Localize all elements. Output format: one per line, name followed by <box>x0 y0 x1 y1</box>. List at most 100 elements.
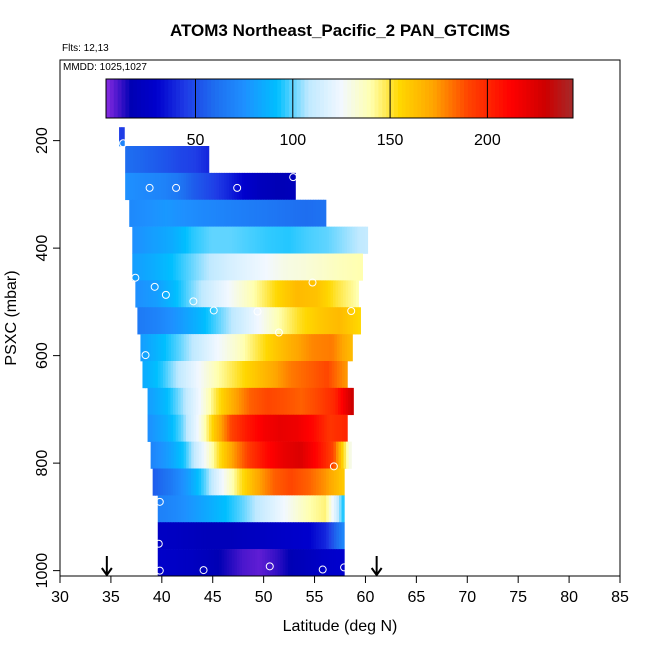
data-point-circle <box>274 328 283 337</box>
colorbar-cell <box>401 79 407 118</box>
heatmap-cell <box>272 253 277 281</box>
data-point-circle <box>141 351 150 360</box>
heatmap-cell <box>341 226 346 254</box>
heatmap-cell <box>247 361 251 389</box>
heatmap-cell <box>336 334 341 362</box>
heatmap-cell <box>316 549 320 577</box>
heatmap-cell <box>234 549 238 577</box>
heatmap-cell <box>150 334 154 362</box>
colorbar-cell <box>168 79 173 118</box>
heatmap-cell <box>269 199 273 227</box>
heatmap-cell <box>221 307 225 335</box>
heatmap-cell <box>313 253 317 281</box>
heatmap-cell <box>318 549 322 577</box>
heatmap-cell <box>163 172 167 201</box>
colorbar-cell <box>530 79 535 118</box>
heatmap-cell <box>278 414 282 442</box>
heatmap-cell <box>167 495 172 523</box>
heatmap-cell <box>328 549 332 577</box>
heatmap-cell <box>142 253 146 281</box>
heatmap-cell <box>232 253 236 281</box>
heatmap-cell <box>216 522 220 550</box>
heatmap-cell <box>211 495 215 523</box>
heatmap-cell <box>343 280 347 308</box>
heatmap-cell <box>157 468 161 496</box>
heatmap-cell <box>175 361 179 389</box>
heatmap-cell <box>229 334 233 362</box>
heatmap-cell <box>153 280 157 308</box>
heatmap-cell <box>160 146 164 174</box>
heatmap-cell <box>119 127 123 141</box>
data-point-circle <box>150 282 159 291</box>
heatmap-cell <box>175 146 179 174</box>
colorbar-cell <box>316 79 321 118</box>
heatmap-cell <box>304 307 308 335</box>
heatmap-cell <box>282 468 286 496</box>
heatmap-cell <box>244 361 248 389</box>
heatmap-cell <box>206 146 210 174</box>
heatmap-cell <box>200 199 204 227</box>
heatmap-cell <box>229 549 233 577</box>
heatmap-cell <box>160 253 164 281</box>
heatmap-cell <box>272 522 276 550</box>
heatmap-cell <box>172 199 176 227</box>
heatmap-cell <box>257 414 261 442</box>
heatmap-cell <box>206 253 210 281</box>
colorbar-cell <box>288 79 294 118</box>
heatmap-cell <box>262 334 267 362</box>
heatmap-cell <box>283 253 287 281</box>
heatmap-cell <box>276 307 280 335</box>
heatmap-cell <box>168 146 172 174</box>
heatmap-cell <box>295 549 299 577</box>
heatmap-cell <box>190 199 194 227</box>
heatmap-cell <box>231 307 235 335</box>
colorbar-cell <box>183 79 189 118</box>
heatmap-cell <box>160 307 164 335</box>
heatmap-cell <box>262 441 266 469</box>
heatmap-cell <box>257 361 261 389</box>
heatmap-cell <box>167 549 172 577</box>
heatmap-cell <box>323 199 327 227</box>
heatmap-cell <box>300 495 304 523</box>
heatmap-cell <box>325 280 329 308</box>
heatmap-cell <box>237 253 241 281</box>
colorbar-cell <box>129 79 134 118</box>
heatmap-cell <box>222 334 226 362</box>
heatmap-cell <box>287 199 291 227</box>
heatmap-cell <box>331 549 335 577</box>
heatmap-cell <box>256 387 260 416</box>
heatmap-cell <box>231 280 235 308</box>
heatmap-cell <box>329 414 333 442</box>
arrow-head <box>101 567 113 577</box>
heatmap-cell <box>294 307 298 335</box>
heatmap-cell <box>310 199 314 227</box>
heatmap-cell <box>140 146 144 174</box>
heatmap-cell <box>205 199 209 227</box>
colorbar-cell <box>510 79 516 118</box>
heatmap-cell <box>290 172 294 201</box>
heatmap-cell <box>229 253 233 281</box>
heatmap-cell <box>312 307 316 335</box>
heatmap-cell <box>236 549 241 577</box>
heatmap-cell <box>135 146 139 174</box>
heatmap-cell <box>144 307 149 335</box>
heatmap-cell <box>336 361 341 389</box>
heatmap-cell <box>208 387 212 416</box>
heatmap-cell <box>239 522 243 550</box>
colorbar-cell <box>393 79 399 118</box>
heatmap-cell <box>231 522 235 550</box>
colorbar-cell <box>292 79 298 118</box>
heatmap-cell <box>160 361 164 389</box>
heatmap-cell <box>316 414 320 442</box>
heatmap-cell <box>234 522 238 550</box>
heatmap-cell <box>193 253 197 281</box>
heatmap-cell <box>280 253 284 281</box>
heatmap-cell <box>290 334 295 362</box>
heatmap-cell <box>191 361 195 389</box>
heatmap-cell <box>188 468 192 496</box>
colorbar-cell <box>331 79 337 118</box>
heatmap-cell <box>175 387 179 416</box>
heatmap-cell <box>311 414 315 442</box>
heatmap-cell <box>180 522 184 550</box>
colorbar-cell <box>160 79 165 118</box>
